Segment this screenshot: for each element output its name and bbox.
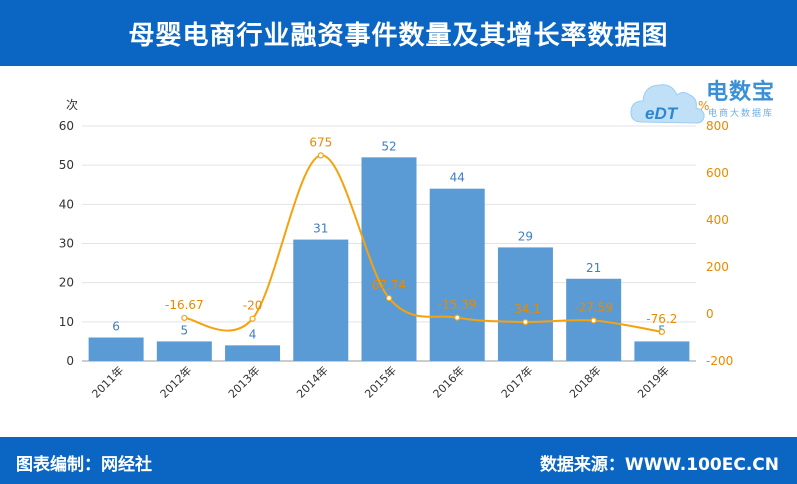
bar xyxy=(293,239,349,361)
brand-logo: eDT 电数宝 电商大数据库 xyxy=(628,72,788,136)
right-axis-tick-label: 400 xyxy=(706,213,729,227)
right-axis-tick-label: 600 xyxy=(706,166,729,180)
line-point xyxy=(454,314,461,321)
bar-value-label: 44 xyxy=(450,171,465,185)
line-value-label: -16.67 xyxy=(165,298,204,312)
bar xyxy=(88,337,144,361)
bar-value-label: 52 xyxy=(381,139,396,153)
left-axis-tick-label: 30 xyxy=(59,237,74,251)
left-axis-tick-label: 40 xyxy=(59,197,74,211)
line-value-label: -34.1 xyxy=(510,302,541,316)
x-axis-tick-label: 2017年 xyxy=(498,363,535,400)
bar-value-label: 29 xyxy=(518,229,533,243)
x-axis-tick-label: 2018年 xyxy=(566,363,603,400)
x-axis-tick-label: 2012年 xyxy=(157,363,194,400)
line-value-label: -20 xyxy=(243,299,263,313)
left-axis-tick-label: 60 xyxy=(59,119,74,133)
x-axis-tick-label: 2011年 xyxy=(89,363,126,400)
header-bar: 母婴电商行业融资事件数量及其增长率数据图 xyxy=(0,0,797,66)
line-point xyxy=(590,317,597,324)
combo-chart: 0 10 20 30 40 50 60 -200 0 200 400 600 800 次 % 6 5 4 31 52 4… xyxy=(59,98,734,401)
line-value-label: -27.59 xyxy=(574,300,613,314)
x-axis-tick-label: 2015年 xyxy=(362,363,399,400)
x-axis-tick-label: 2019年 xyxy=(635,363,672,400)
bar-value-label: 5 xyxy=(181,323,189,337)
logo-text: 电数宝 xyxy=(706,80,776,105)
line-value-label: -76.2 xyxy=(646,312,677,326)
left-axis-tick-label: 20 xyxy=(59,276,74,290)
logo-subtitle: 电商大数据库 xyxy=(708,109,775,119)
left-axis-tick-label: 50 xyxy=(59,158,74,172)
left-axis-unit-label: 次 xyxy=(66,98,78,112)
bar-value-label: 4 xyxy=(249,327,257,341)
line-point xyxy=(522,318,529,326)
right-axis-tick-label: 200 xyxy=(706,260,729,274)
x-axis-tick-label: 2014年 xyxy=(293,363,330,400)
right-axis-tick-label: 0 xyxy=(706,307,714,321)
left-axis-tick-label: 10 xyxy=(59,315,74,329)
bar-value-label: 21 xyxy=(586,261,601,275)
bar-value-label: 31 xyxy=(313,222,328,236)
x-axis-tick-label: 2016年 xyxy=(430,363,467,400)
footer-bar: 图表编制：网经社 数据来源：WWW.100EC.CN xyxy=(0,437,797,484)
logo-badge: eDT xyxy=(645,104,679,123)
line-value-label: 67.74 xyxy=(372,278,406,292)
bar xyxy=(156,341,212,361)
left-axis-tick-label: 0 xyxy=(66,354,74,368)
footer-source: 数据来源：WWW.100EC.CN xyxy=(539,455,779,475)
right-axis-tick-label: -200 xyxy=(706,354,733,368)
right-axis-tick-label: 800 xyxy=(706,119,729,133)
right-axis-unit-label: % xyxy=(698,99,709,113)
chart-title: 母婴电商行业融资事件数量及其增长率数据图 xyxy=(128,20,669,51)
bar xyxy=(429,188,485,361)
footer-credit: 图表编制：网经社 xyxy=(16,455,152,475)
bar-value-label: 6 xyxy=(112,320,120,334)
cloud-logo-icon: eDT xyxy=(630,84,705,124)
line-point xyxy=(658,328,665,336)
x-axis-tick-label: 2013年 xyxy=(225,363,262,400)
bar xyxy=(225,345,281,361)
line-point xyxy=(385,294,393,302)
bar xyxy=(634,341,690,361)
line-point xyxy=(181,314,188,322)
line-value-label: 675 xyxy=(309,135,332,149)
line-point xyxy=(249,315,256,322)
line-point xyxy=(317,152,324,159)
line-value-label: -15.39 xyxy=(438,298,477,312)
bar xyxy=(497,247,553,361)
